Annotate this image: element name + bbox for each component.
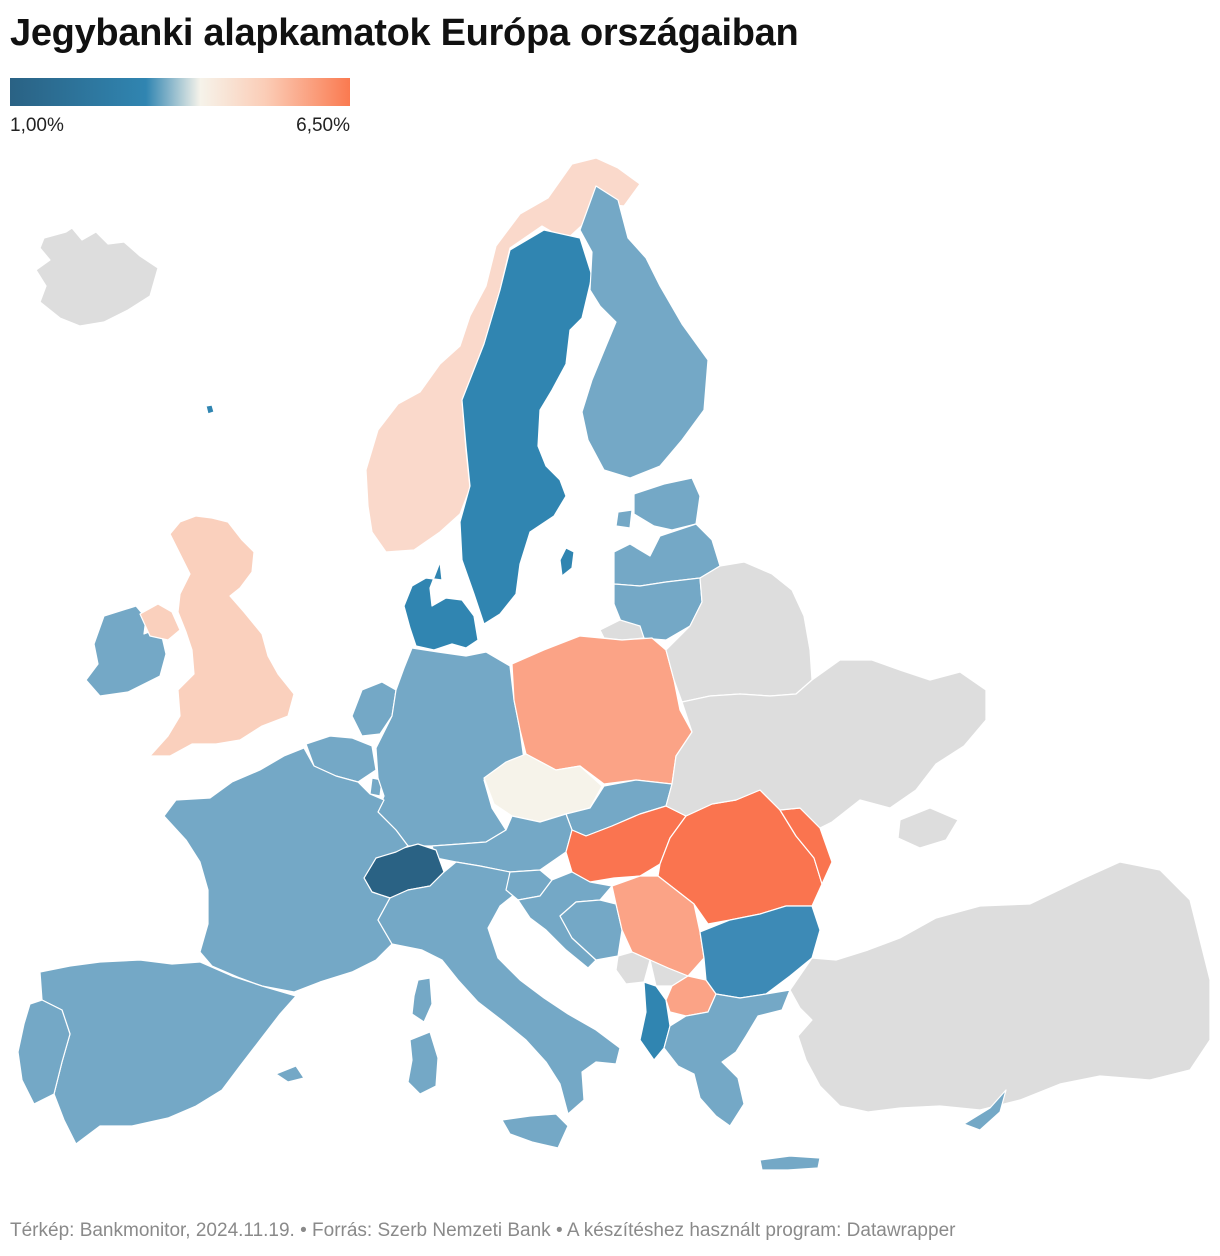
country-saaremaa[interactable] [615,509,633,529]
country-greece[interactable] [663,989,791,1127]
country-sweden[interactable] [459,229,593,625]
country-faroe-islands[interactable] [205,404,215,415]
country-sardinia[interactable] [407,1031,439,1095]
country-estonia[interactable] [633,477,701,531]
country-sicily[interactable] [501,1113,569,1149]
color-legend: 1,00% 6,50% [10,78,350,141]
country-germany[interactable] [375,647,525,847]
country-cyprus[interactable] [963,1089,1007,1131]
page-title: Jegybanki alapkamatok Európa országaiban [10,12,799,54]
country-spain[interactable] [39,959,297,1145]
country-norway[interactable] [365,157,641,553]
country-gotland[interactable] [559,547,575,577]
country-finland[interactable] [579,185,709,479]
country-united-kingdom[interactable] [139,515,295,757]
country-belarus[interactable] [665,561,813,703]
legend-max-label: 6,50% [296,115,350,136]
country-iceland[interactable] [35,227,159,327]
country-portugal[interactable] [17,999,71,1105]
legend-min-label: 1,00% [10,115,64,136]
country-serbia[interactable] [611,875,705,977]
country-turkey[interactable] [789,861,1211,1113]
europe-map [17,157,1211,1171]
legend-gradient-bar [10,78,350,106]
country-baleares[interactable] [275,1065,305,1083]
country-corsica[interactable] [411,977,433,1023]
country-crete[interactable] [759,1155,821,1171]
country-ukraine[interactable] [665,659,987,849]
country-bulgaria[interactable] [699,905,821,999]
source-footer: Térkép: Bankmonitor, 2024.11.19. • Forrá… [10,1220,956,1241]
country-denmark[interactable] [403,561,479,651]
country-italy[interactable] [377,861,621,1115]
country-france[interactable] [163,747,409,993]
country-czechia[interactable] [483,753,603,823]
